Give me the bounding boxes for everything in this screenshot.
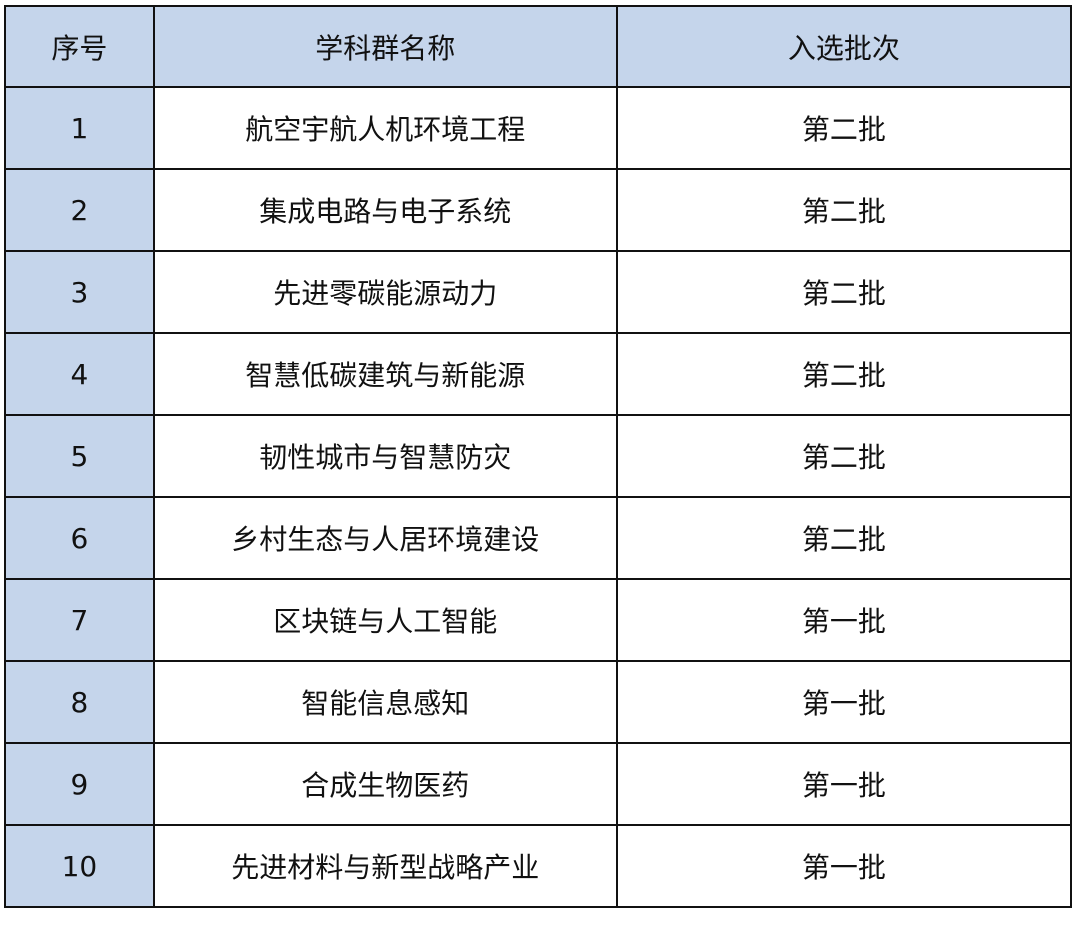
row-index: 1 — [4, 86, 155, 170]
row-batch: 第一批 — [615, 824, 1073, 908]
row-batch: 第二批 — [615, 250, 1073, 334]
table-row: 4 智慧低碳建筑与新能源 第二批 — [4, 332, 1073, 416]
row-name: 先进零碳能源动力 — [152, 250, 618, 334]
table-row: 2 集成电路与电子系统 第二批 — [4, 168, 1073, 252]
row-name: 航空宇航人机环境工程 — [152, 86, 618, 170]
row-name: 智能信息感知 — [152, 660, 618, 744]
row-name: 智慧低碳建筑与新能源 — [152, 332, 618, 416]
header-batch: 入选批次 — [615, 5, 1073, 88]
table-row: 3 先进零碳能源动力 第二批 — [4, 250, 1073, 334]
row-index: 7 — [4, 578, 155, 662]
discipline-table: 序号 学科群名称 入选批次 1 航空宇航人机环境工程 第二批 2 集成电路与电子系统 第二… — [4, 5, 1073, 908]
table-row: 9 合成生物医药 第一批 — [4, 742, 1073, 826]
row-name: 韧性城市与智慧防灾 — [152, 414, 618, 498]
row-batch: 第一批 — [615, 660, 1073, 744]
row-batch: 第二批 — [615, 86, 1073, 170]
header-index: 序号 — [4, 5, 155, 88]
row-name: 合成生物医药 — [152, 742, 618, 826]
header-name: 学科群名称 — [152, 5, 618, 88]
row-name: 先进材料与新型战略产业 — [152, 824, 618, 908]
row-index: 2 — [4, 168, 155, 252]
row-batch: 第一批 — [615, 578, 1073, 662]
row-index: 4 — [4, 332, 155, 416]
row-index: 6 — [4, 496, 155, 580]
table-row: 8 智能信息感知 第一批 — [4, 660, 1073, 744]
row-index: 3 — [4, 250, 155, 334]
table-row: 10 先进材料与新型战略产业 第一批 — [4, 824, 1073, 908]
row-batch: 第二批 — [615, 168, 1073, 252]
row-index: 8 — [4, 660, 155, 744]
table-row: 1 航空宇航人机环境工程 第二批 — [4, 86, 1073, 170]
row-batch: 第二批 — [615, 496, 1073, 580]
table-row: 7 区块链与人工智能 第一批 — [4, 578, 1073, 662]
row-index: 9 — [4, 742, 155, 826]
table-row: 5 韧性城市与智慧防灾 第二批 — [4, 414, 1073, 498]
row-name: 集成电路与电子系统 — [152, 168, 618, 252]
table-row: 6 乡村生态与人居环境建设 第二批 — [4, 496, 1073, 580]
row-index: 10 — [4, 824, 155, 908]
row-name: 乡村生态与人居环境建设 — [152, 496, 618, 580]
row-index: 5 — [4, 414, 155, 498]
row-batch: 第一批 — [615, 742, 1073, 826]
row-batch: 第二批 — [615, 332, 1073, 416]
row-name: 区块链与人工智能 — [152, 578, 618, 662]
row-batch: 第二批 — [615, 414, 1073, 498]
header-row: 序号 学科群名称 入选批次 — [4, 5, 1073, 88]
